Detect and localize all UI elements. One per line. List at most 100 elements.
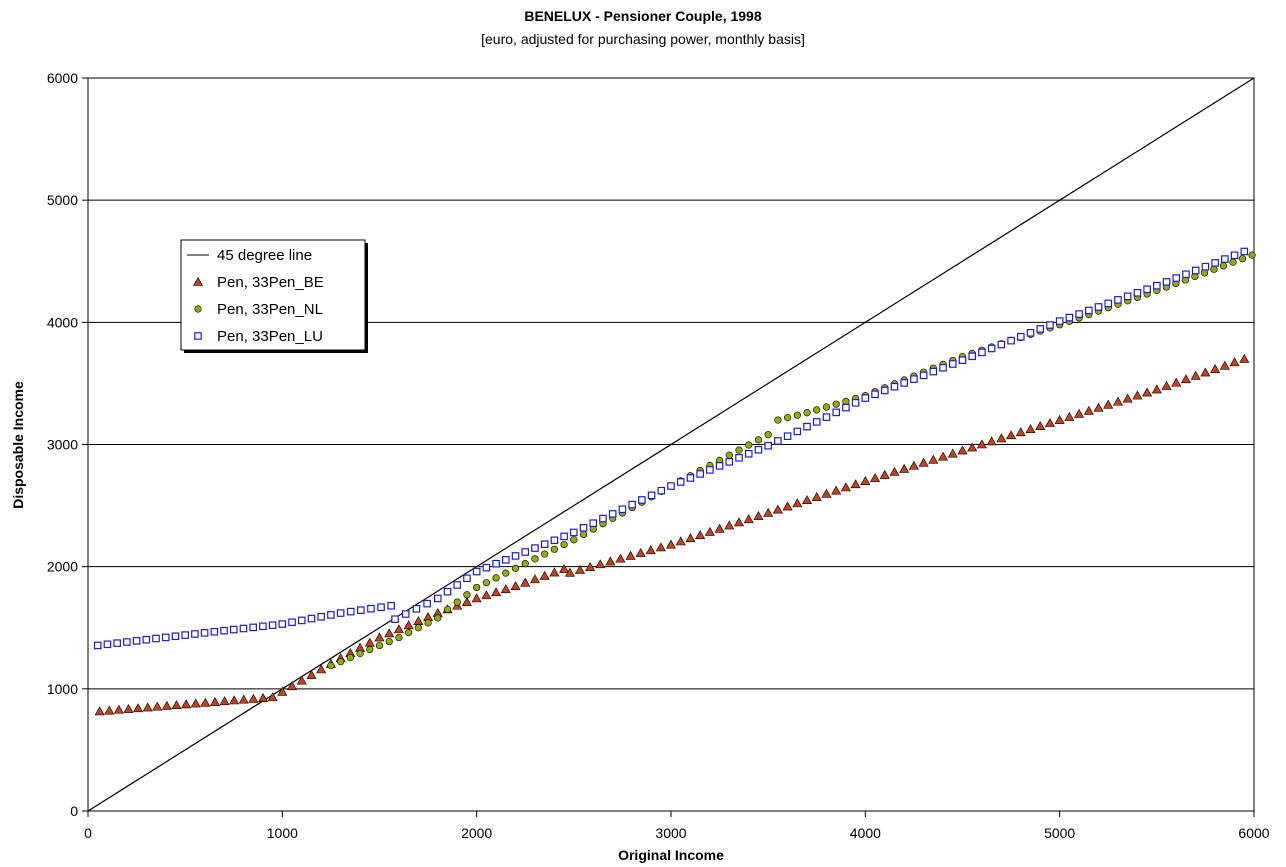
- data-point: [1171, 377, 1182, 387]
- data-point: [384, 628, 395, 638]
- data-point: [521, 560, 529, 568]
- data-point: [209, 696, 220, 706]
- data-point: [1015, 427, 1026, 437]
- y-tick-label: 5000: [47, 192, 78, 208]
- data-point: [161, 633, 170, 642]
- data-point: [473, 583, 481, 592]
- data-point: [1133, 288, 1142, 297]
- data-point: [549, 567, 560, 577]
- data-point: [803, 409, 811, 417]
- data-point: [550, 545, 559, 553]
- data-point: [560, 532, 568, 541]
- data-point: [1182, 270, 1190, 279]
- data-point: [772, 504, 783, 514]
- data-point: [306, 669, 317, 679]
- data-point: [434, 614, 442, 622]
- data-point: [181, 699, 192, 709]
- data-point: [502, 556, 510, 564]
- data-point: [181, 631, 189, 639]
- data-point: [559, 563, 570, 573]
- data-point: [890, 382, 899, 391]
- data-point: [908, 460, 919, 470]
- data-point: [605, 556, 616, 566]
- data-point: [618, 505, 627, 514]
- data-point: [1114, 296, 1122, 304]
- data-point: [706, 466, 714, 474]
- data-point: [453, 598, 461, 606]
- y-tick-label: 0: [70, 803, 78, 819]
- data-point: [685, 533, 696, 543]
- data-point: [336, 609, 345, 617]
- data-point: [1238, 255, 1247, 263]
- data-point: [1055, 317, 1064, 325]
- x-tick-label: 4000: [850, 825, 881, 841]
- data-point: [171, 700, 182, 709]
- data-point: [968, 352, 977, 361]
- data-point: [229, 695, 240, 705]
- data-point: [686, 474, 695, 482]
- data-point: [387, 601, 395, 610]
- data-point: [1007, 336, 1015, 345]
- data-point: [1201, 262, 1210, 271]
- data-point: [704, 526, 715, 536]
- x-tick-label: 2000: [461, 825, 492, 841]
- data-point: [929, 367, 938, 376]
- data-point: [724, 520, 735, 530]
- data-point: [978, 348, 986, 357]
- data-point: [1074, 408, 1085, 418]
- data-point: [220, 626, 228, 635]
- x-tick-label: 6000: [1238, 825, 1269, 841]
- data-point: [461, 596, 472, 606]
- data-point: [850, 479, 861, 489]
- y-axis-label: Disposable Income: [10, 381, 26, 509]
- x-tick-label: 3000: [655, 825, 686, 841]
- data-point: [1230, 251, 1239, 260]
- data-point: [861, 394, 870, 402]
- data-point: [541, 550, 549, 558]
- data-point: [986, 436, 997, 446]
- data-point: [142, 635, 151, 644]
- data-point: [774, 437, 782, 445]
- legend-label: Pen, 33Pen_BE: [217, 274, 324, 291]
- data-point: [939, 363, 947, 372]
- data-point: [200, 629, 209, 637]
- data-point: [132, 637, 141, 645]
- data-point: [219, 696, 230, 706]
- data-point: [579, 530, 588, 539]
- data-point: [860, 476, 871, 485]
- data-point: [675, 536, 686, 546]
- series-3: [93, 247, 1249, 650]
- data-point: [377, 603, 385, 612]
- data-point: [278, 620, 287, 628]
- data-point: [297, 616, 306, 625]
- data-point: [161, 700, 172, 710]
- data-point: [142, 702, 153, 712]
- data-point: [1122, 393, 1133, 403]
- data-point: [782, 501, 793, 511]
- data-point: [947, 448, 958, 458]
- x-tick-label: 5000: [1044, 825, 1075, 841]
- data-point: [764, 431, 772, 439]
- data-point: [570, 528, 578, 537]
- data-point: [628, 500, 636, 509]
- data-point: [511, 564, 520, 572]
- data-point: [307, 614, 316, 623]
- data-point: [635, 547, 646, 557]
- legend-marker: [194, 332, 202, 340]
- data-point: [191, 630, 199, 638]
- data-point: [1219, 360, 1230, 370]
- data-point: [793, 427, 802, 436]
- data-point: [346, 607, 355, 616]
- data-point: [564, 567, 575, 577]
- data-point: [210, 627, 219, 636]
- plot-border: [87, 77, 1255, 812]
- data-point: [1142, 387, 1153, 397]
- data-point: [665, 539, 677, 549]
- y-tick-label: 6000: [47, 70, 78, 86]
- data-point: [374, 632, 385, 642]
- data-point: [443, 587, 452, 596]
- plot-area: 0 1000 2000 3000 4000 5000 6000 0 1000 2000 3000 40…: [47, 70, 1270, 841]
- data-point: [93, 641, 102, 650]
- data-point: [764, 441, 772, 450]
